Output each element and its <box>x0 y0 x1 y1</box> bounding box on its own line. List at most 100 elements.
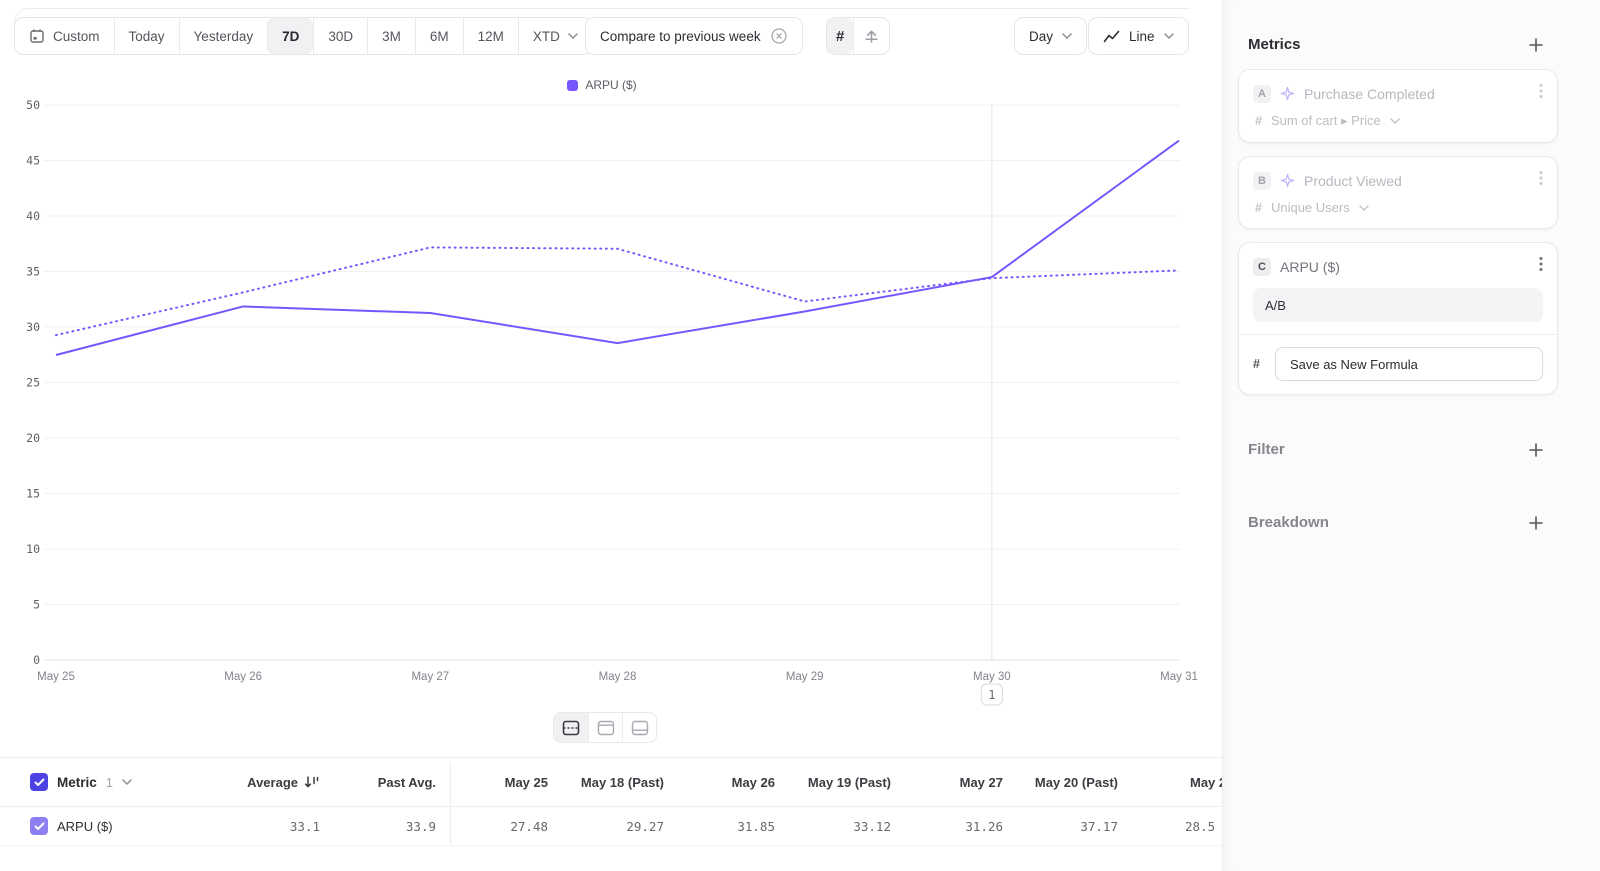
plus-icon <box>1529 515 1543 530</box>
granularity-label: Day <box>1029 28 1054 44</box>
measure-selector[interactable]: Sum of cart ▸ Price <box>1270 113 1381 128</box>
table-column-header[interactable]: May 19 (Past) <box>741 758 891 806</box>
select-all-checkbox[interactable] <box>30 773 48 791</box>
sort-icon[interactable] <box>304 775 320 789</box>
table-row: ARPU ($) 33.1 33.9 27.48 29.27 31.85 33.12 31.… <box>0 806 1222 846</box>
table-cell-value: 31.26 <box>853 807 1003 845</box>
table-cell-value: 28.5 <box>1185 807 1222 845</box>
y-axis-tick-label: 10 <box>26 542 40 556</box>
x-axis-tick-label: May 30 <box>973 671 1011 683</box>
y-axis-tick-label: 5 <box>33 598 40 612</box>
split-view-icon <box>562 720 580 735</box>
layout-view-toggles <box>553 712 657 743</box>
y-axis-tick-label: 25 <box>26 376 40 390</box>
legend-swatch <box>567 79 579 91</box>
close-circle-icon[interactable] <box>770 27 788 45</box>
measure-selector[interactable]: Unique Users <box>1270 200 1350 215</box>
metric-card-a[interactable]: A Purchase Completed # Sum of cart ▸ Pri… <box>1238 69 1558 143</box>
y-axis-tick-label: 45 <box>26 154 40 168</box>
metric-options-kebab-icon[interactable] <box>1539 256 1543 277</box>
table-column-header[interactable]: May 20 (Past) <box>968 758 1118 806</box>
annotation-badge[interactable] <box>980 683 1003 706</box>
x-axis-tick-label: May 27 <box>411 671 449 683</box>
add-metric-button[interactable] <box>1528 37 1544 53</box>
date-range-label: Custom <box>53 28 100 44</box>
column-header-label: May 2 <box>1190 774 1222 790</box>
table-only-view-button[interactable] <box>622 713 656 742</box>
cell-value: 33.12 <box>853 818 891 834</box>
chart-type-label: Line <box>1129 28 1155 44</box>
table-column-header[interactable]: May 2 <box>1190 758 1222 806</box>
table-cell-value: 29.27 <box>514 807 664 845</box>
line-chart[interactable]: 0 5 10 15 20 25 30 35 40 45 50 May 25 May 26 May 27 Ma… <box>0 95 1222 720</box>
cumulative-toggle[interactable] <box>853 18 889 54</box>
chevron-down-icon[interactable] <box>1390 118 1400 124</box>
measure-type-hash-icon: # <box>1255 200 1262 215</box>
cell-value: 33.1 <box>289 818 320 834</box>
table-metric-header-cell: Metric 1 <box>30 758 132 806</box>
date-range-6m[interactable]: 6M <box>414 18 463 54</box>
chart-only-view-button[interactable] <box>588 713 622 742</box>
annotation-badge-label: 1 <box>988 688 995 702</box>
date-range-3m[interactable]: 3M <box>367 18 415 54</box>
compare-to-previous-week-pill[interactable]: Compare to previous week <box>585 17 803 55</box>
column-header-label: May 27 <box>959 774 1003 790</box>
absolute-values-toggle[interactable]: # <box>827 18 854 54</box>
table-column-header[interactable]: May 26 <box>625 758 775 806</box>
y-axis-tick-label: 40 <box>26 209 40 223</box>
metric-card-c-formula[interactable]: C ARPU ($) A/B # Save as New Formula <box>1238 242 1558 395</box>
column-header-label: May 18 (Past) <box>580 774 664 790</box>
measure-type-hash-icon: # <box>1253 357 1260 371</box>
x-axis-tick-label: May 25 <box>37 671 75 683</box>
compare-pill-label: Compare to previous week <box>600 28 761 44</box>
cell-value: 33.9 <box>405 818 436 834</box>
table-column-header[interactable]: May 25 <box>398 758 548 806</box>
date-range-today[interactable]: Today <box>113 18 179 54</box>
metric-options-kebab-icon[interactable] <box>1539 170 1543 191</box>
date-range-7d[interactable]: 7D <box>267 18 314 54</box>
row-checkbox[interactable] <box>30 817 48 835</box>
metric-count: 1 <box>105 774 113 790</box>
split-view-button[interactable] <box>554 713 588 742</box>
metrics-section-title: Metrics <box>1248 36 1301 53</box>
table-column-header[interactable]: Past Avg. <box>286 758 436 806</box>
table-column-header[interactable]: May 27 <box>853 758 1003 806</box>
formula-input[interactable]: A/B <box>1253 288 1543 322</box>
table-cell-value: 33.12 <box>741 807 891 845</box>
plus-icon <box>1529 37 1543 52</box>
table-column-divider <box>450 762 451 844</box>
date-range-30d[interactable]: 30D <box>313 18 367 54</box>
cell-value: 29.27 <box>626 818 664 834</box>
metric-options-kebab-icon[interactable] <box>1539 83 1543 104</box>
chevron-down-icon[interactable] <box>122 779 132 785</box>
table-column-header[interactable]: Average <box>170 758 320 806</box>
report-main-area: Custom Today Yesterday 7D 30D 3M 6M 12M … <box>0 8 1222 846</box>
cell-value: 37.17 <box>1080 818 1118 834</box>
check-icon <box>34 778 44 786</box>
metric-badge-b: B <box>1253 171 1271 190</box>
calendar-icon <box>30 29 44 43</box>
chevron-down-icon[interactable] <box>1358 204 1369 211</box>
add-breakdown-button[interactable] <box>1528 515 1544 531</box>
save-as-new-formula-button[interactable]: Save as New Formula <box>1274 347 1543 381</box>
metric-badge-c: C <box>1253 257 1271 276</box>
metric-name: Purchase Completed <box>1304 85 1435 102</box>
date-range-custom[interactable]: Custom <box>15 18 114 54</box>
granularity-dropdown[interactable]: Day <box>1014 17 1088 55</box>
event-sparkle-icon <box>1280 173 1295 188</box>
trend-arrow-icon <box>865 29 878 43</box>
date-range-xtd[interactable]: XTD <box>517 18 592 54</box>
table-column-header[interactable]: May 18 (Past) <box>514 758 664 806</box>
date-range-12m[interactable]: 12M <box>462 18 518 54</box>
metric-card-b[interactable]: B Product Viewed # Unique Users <box>1238 156 1558 229</box>
breakdown-section-title: Breakdown <box>1248 514 1329 531</box>
chart-type-dropdown[interactable]: Line <box>1088 17 1189 55</box>
table-header-row: Metric 1 Average Past Avg. May 25 May 18 (P… <box>0 757 1222 806</box>
report-card-outline <box>14 8 1190 24</box>
add-filter-button[interactable] <box>1528 442 1544 458</box>
table-cell-value: 33.1 <box>170 807 320 845</box>
date-range-yesterday[interactable]: Yesterday <box>178 18 268 54</box>
table-only-view-icon <box>631 720 648 735</box>
chart-only-view-icon <box>597 720 614 735</box>
